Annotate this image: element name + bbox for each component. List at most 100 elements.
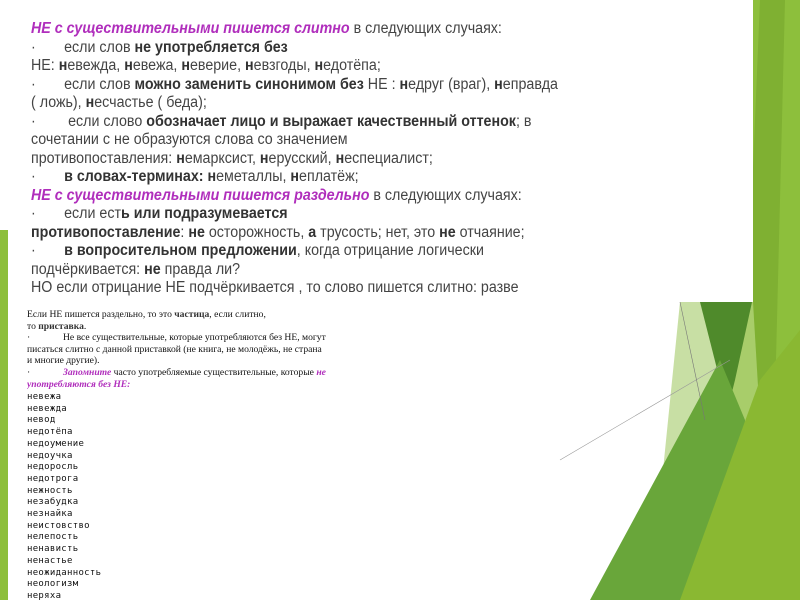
text-segment: евзгоды, <box>253 57 315 74</box>
word-list-item: недоучка <box>27 450 73 461</box>
word-list-item: невод <box>27 415 56 426</box>
text-segment: , если слитно, <box>209 309 266 320</box>
bullet-marker: · <box>31 242 36 259</box>
text-segment: н <box>259 149 269 167</box>
bullet-marker: · <box>31 168 36 185</box>
bullet-marker: · <box>31 75 36 93</box>
text-line: · Запомните часто употребляемые существит… <box>27 367 326 378</box>
bullet-marker: · <box>31 205 36 222</box>
bullet-marker: · <box>27 332 31 344</box>
text-segment: не <box>188 223 205 241</box>
text-line: · Не все существительные, которые употреб… <box>27 332 326 343</box>
text-line: · в вопросительном предложении, когда отр… <box>31 242 484 260</box>
text-segment: н <box>290 168 300 185</box>
text-segment: н <box>314 57 324 74</box>
text-segment: если слово <box>64 112 147 130</box>
text-line: и многие другие). <box>27 355 100 366</box>
word-list-item: недотрога <box>27 473 79 484</box>
word-list-item: неряха <box>27 590 62 600</box>
text-line: подчёркивается: не правда ли? <box>31 261 240 279</box>
text-segment: ; в <box>515 112 532 130</box>
word-list-item: незнайка <box>27 509 73 519</box>
text-segment: не <box>439 223 456 241</box>
word-list-item: недоросль <box>27 462 79 473</box>
text-segment: не <box>316 367 326 378</box>
text-segment: часто употребляемые существительные, кот… <box>111 367 317 378</box>
rules-text-bottom: невежа невежда невод недотёпа недоумение недо… <box>27 308 607 600</box>
text-segment: то <box>27 320 39 332</box>
text-segment: в словах-терминах: н <box>64 168 217 185</box>
text-segment: подчёркивается: <box>31 260 145 278</box>
text-segment: НЕ : <box>367 75 400 93</box>
text-segment: н <box>58 57 68 74</box>
text-segment: евежа, <box>132 57 182 74</box>
word-list-item: нежность <box>27 485 73 496</box>
word-list-item: недотёпа <box>27 427 73 438</box>
text-segment: противопоставления: <box>31 149 177 167</box>
bullet-marker: · <box>31 112 36 130</box>
text-line: то приставка. <box>27 321 86 332</box>
text-segment: н <box>181 57 190 74</box>
text-segment: если слов <box>64 75 135 93</box>
text-line: сочетании с не образуются слова со значе… <box>31 131 348 149</box>
text-segment: НО если отрицание НЕ подчёркивается , то… <box>31 279 519 296</box>
text-segment: писаться слитно с данной приставкой (не … <box>27 343 322 355</box>
text-segment: правда ли? <box>160 260 241 278</box>
word-list-item: невежа <box>27 392 62 402</box>
text-segment: употребляются без НЕ: <box>27 378 131 390</box>
text-segment: Не все существительные, которые употребл… <box>63 332 326 344</box>
text-line: НЕ с существительными пишется раздельно … <box>31 187 522 205</box>
text-segment: сочетании с не образуются слова со значе… <box>31 131 348 148</box>
text-segment: емарксист, <box>184 149 260 167</box>
text-segment: н <box>335 149 345 167</box>
text-segment: ерусский, <box>268 149 336 167</box>
text-segment: можно заменить синонимом без <box>134 75 368 93</box>
text-segment: противопоставление <box>31 223 181 241</box>
text-segment: ь или подразумевается <box>121 205 288 222</box>
text-segment: НЕ с существительными пишется раздельно <box>31 186 370 204</box>
text-segment: приставка <box>38 320 84 332</box>
text-segment: а <box>308 223 317 241</box>
text-segment: еправда <box>502 75 558 93</box>
text-segment: обозначает лицо и выражает качественный … <box>146 112 516 130</box>
word-list-item: невежда <box>27 403 68 414</box>
text-segment: осторожность, <box>204 223 309 241</box>
text-line: · если слов можно заменить синонимом без … <box>31 76 558 94</box>
text-segment: н <box>399 75 409 93</box>
word-list-item: недоумение <box>27 438 85 449</box>
text-line: НО если отрицание НЕ подчёркивается , то… <box>31 279 519 297</box>
text-segment: еверие, <box>189 57 246 74</box>
green-strip-left <box>0 230 8 600</box>
text-segment: ( ложь), <box>31 94 86 111</box>
word-list-item: нелепость <box>27 532 79 543</box>
text-segment: Запомните <box>63 367 112 378</box>
text-segment: , когда отрицание логически <box>296 242 484 259</box>
word-list-item: ненастье <box>27 555 73 566</box>
text-line: · в словах-терминах: неметаллы, неплатёж; <box>31 168 359 186</box>
text-segment: н <box>124 57 133 74</box>
text-line: НЕ с существительными пишется слитно в с… <box>31 20 502 38</box>
text-line: Если НЕ пишется раздельно, то это частиц… <box>27 309 266 320</box>
text-segment: частица <box>174 309 210 320</box>
text-segment: есчастье ( беда); <box>94 94 207 111</box>
text-segment: Если НЕ пишется раздельно, то это <box>27 309 175 320</box>
text-line: · если слово обозначает лицо и выражает … <box>31 113 531 131</box>
text-segment: н <box>85 94 95 111</box>
text-segment: в следующих случаях: <box>369 186 522 204</box>
word-list-item: ненависть <box>27 544 79 555</box>
text-line: противопоставление: не осторожность, а т… <box>31 224 525 242</box>
text-segment: . <box>83 320 87 332</box>
text-line: · если слов не употребляется без <box>31 39 288 57</box>
word-list-item: неожиданность <box>27 567 102 578</box>
text-line: НЕ: невежда, невежа, неверие, невзгоды, … <box>31 57 381 75</box>
text-segment: евежда, <box>67 57 125 74</box>
text-segment: не <box>144 260 161 278</box>
text-segment: еплатёж; <box>299 168 359 185</box>
text-segment: и многие другие). <box>27 355 100 367</box>
text-line: писаться слитно с данной приставкой (не … <box>27 344 322 355</box>
thin-line <box>559 359 731 461</box>
text-segment: в следующих случаях: <box>349 20 502 37</box>
text-segment: едруг (враг), <box>408 75 495 93</box>
text-segment: трусость; нет, это <box>316 223 440 241</box>
